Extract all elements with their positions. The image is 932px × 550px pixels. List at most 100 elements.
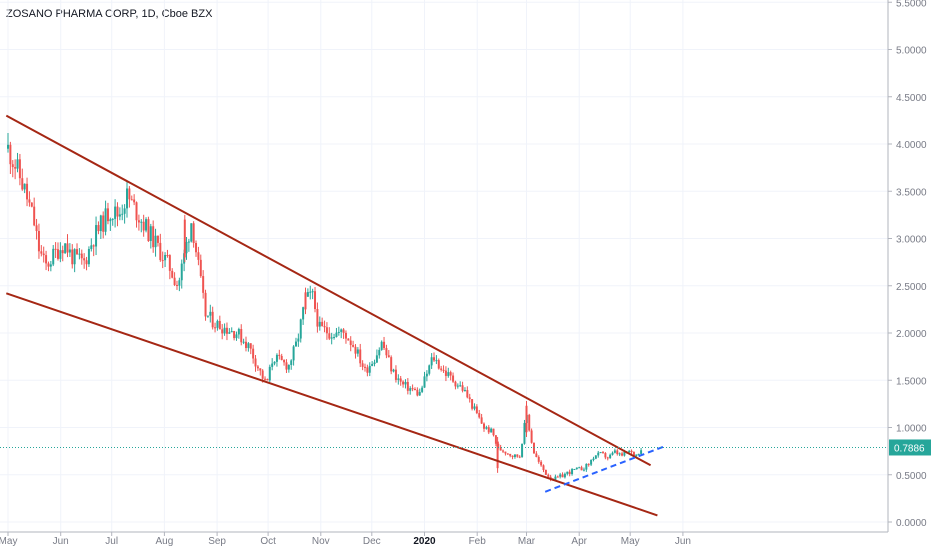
candle-body (28, 199, 31, 203)
candle-body (337, 331, 340, 333)
x-tick-label: Jun (53, 536, 69, 547)
candle-body (468, 397, 471, 400)
candle-body (242, 341, 245, 343)
candle-body (273, 361, 276, 364)
candle-body (599, 452, 602, 454)
trendline-support-line[interactable] (544, 445, 665, 493)
candle-body (68, 249, 71, 253)
candle-body (580, 467, 583, 471)
candle-body (433, 357, 436, 361)
candle-body (287, 364, 290, 370)
candle-body (335, 332, 338, 338)
candle-body (183, 253, 186, 264)
candle-body (159, 242, 162, 261)
candle-body (76, 249, 79, 255)
candle-body (452, 375, 455, 382)
candle-body (418, 391, 421, 396)
candle-body (402, 381, 405, 385)
candle-body (249, 343, 252, 349)
candle-body (628, 450, 631, 453)
candle-body (266, 378, 269, 381)
candle-body (563, 473, 566, 478)
x-tick-label: Sep (208, 536, 226, 547)
candle-body (230, 331, 233, 333)
y-tick-label: 3.0000 (896, 235, 927, 246)
candle-body (378, 349, 381, 356)
candle-body (425, 373, 428, 377)
candle-body (161, 260, 164, 262)
candle-body (375, 355, 378, 363)
candle-body (128, 188, 131, 200)
trendlines[interactable] (5, 114, 665, 517)
candle-body (573, 468, 576, 470)
candle-body (292, 346, 295, 361)
candle-body (185, 242, 188, 254)
candle-body (547, 474, 550, 477)
candle-body (114, 206, 117, 219)
candle-body (216, 320, 219, 328)
candle-body (394, 369, 397, 380)
trendline-upper-channel[interactable] (5, 114, 652, 467)
candle-body (518, 456, 521, 458)
trendline-lower-channel[interactable] (5, 292, 658, 517)
candle-body (413, 388, 416, 390)
candle-body (16, 159, 19, 169)
candle-body (368, 365, 371, 373)
candle-body (463, 390, 466, 392)
candle-body (264, 378, 267, 380)
candle-body (306, 292, 309, 297)
candle-body (218, 320, 221, 330)
price-axis[interactable]: 0.0000 0.5000 1.0000 1.5000 2.0000 2.5000 3.00… (887, 0, 927, 532)
candle-body (440, 368, 443, 370)
candle-body (311, 291, 314, 293)
candle-body (454, 381, 457, 387)
candle-body (594, 455, 597, 459)
y-tick-label: 4.0000 (896, 140, 927, 151)
x-tick-label: 2020 (413, 536, 436, 547)
candle-body (180, 263, 183, 281)
candle-body (316, 309, 319, 327)
candle-body (166, 254, 169, 256)
candle-body (116, 206, 119, 217)
time-axis[interactable]: May Jun Jul Aug Sep Oct Nov Dec 2020 Feb Mar Apr May… (0, 531, 888, 547)
candle-body (104, 208, 107, 232)
candle-body (542, 465, 545, 470)
candle-body (559, 474, 562, 477)
candle-body (299, 319, 302, 339)
candlesticks (7, 132, 643, 482)
candle-body (447, 372, 450, 376)
candle-body (456, 385, 459, 387)
candle-body (225, 327, 228, 334)
candle-body (56, 249, 59, 259)
candle-body (195, 243, 198, 253)
candle-body (223, 327, 226, 334)
candle-body (340, 329, 343, 332)
candle-body (444, 370, 447, 376)
candle-body (566, 471, 569, 474)
candle-body (359, 349, 362, 364)
candle-body (145, 219, 148, 231)
candle-body (392, 369, 395, 372)
x-tick-label: Jun (675, 536, 691, 547)
candle-body (611, 452, 614, 455)
candle-body (18, 159, 21, 179)
candle-body (406, 381, 409, 391)
y-tick-label: 5.0000 (896, 46, 927, 57)
candle-body (575, 467, 578, 469)
candle-body (240, 329, 243, 343)
candle-body (387, 355, 390, 358)
chart-title: ZOSANO PHARMA CORP, 1D, Cboe BZX (6, 8, 213, 20)
candle-body (535, 453, 538, 457)
candle-body (118, 214, 121, 217)
candle-body (49, 264, 52, 267)
candle-body (587, 463, 590, 465)
candle-body (397, 378, 400, 380)
candle-body (95, 225, 98, 247)
candle-body (11, 164, 14, 168)
grid-lines (0, 0, 888, 532)
candle-body (373, 362, 376, 365)
candle-body (85, 260, 88, 265)
y-tick-label: 3.5000 (896, 187, 927, 198)
candle-body (480, 417, 483, 424)
